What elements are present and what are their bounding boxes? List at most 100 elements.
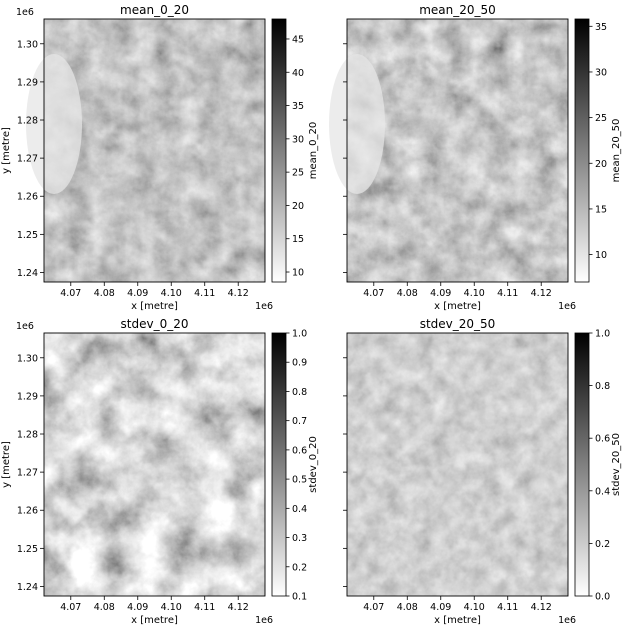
y-tick-label: 1.28 xyxy=(17,430,38,441)
y-tick-label: 1.30 xyxy=(17,39,38,50)
y-tick-label: 1.26 xyxy=(17,192,38,203)
y-tick-label: 1.24 xyxy=(17,268,38,279)
colorbar-tick-label: 1.0 xyxy=(292,329,307,340)
x-tick-label: 4.12 xyxy=(228,602,249,613)
colorbar-label: stdev_0_20 xyxy=(308,436,319,493)
colorbar-gradient xyxy=(271,332,287,597)
x-tick-label: 4.08 xyxy=(94,288,115,299)
colorbar-tick-label: 40 xyxy=(292,68,304,79)
colorbar-tick-label: 25 xyxy=(595,113,607,124)
colorbar-tick-label: 30 xyxy=(292,134,304,145)
axes-frame xyxy=(346,332,569,597)
x-tick-label: 4.07 xyxy=(363,602,384,613)
colorbar-tick-label: 15 xyxy=(292,234,304,245)
colorbar-tick-label: 0.7 xyxy=(292,416,307,427)
y-tick-label: 1.26 xyxy=(17,506,38,517)
x-tick-label: 4.12 xyxy=(531,288,552,299)
chart-title: stdev_0_20 xyxy=(121,317,189,331)
colorbar-tick-label: 20 xyxy=(292,201,304,212)
x-axis-label: x [metre] xyxy=(434,301,481,312)
x-tick-label: 4.10 xyxy=(464,288,485,299)
colorbar: 10 15 20 25 30 35 40 45 mean_0_20 xyxy=(271,18,319,283)
x-tick-label: 4.11 xyxy=(497,288,518,299)
panel-mean-0-20: mean_0_20 4.07 4.08 4.09 4.10 4.11 4.12 x [metr… xyxy=(1,3,319,312)
panel-mean-20-50: mean_20_50 4.07 4.08 4.09 4.10 4.11 4.12 x [met… xyxy=(329,3,622,312)
x-offset-label: 1e6 xyxy=(255,615,273,626)
chart-title: mean_20_50 xyxy=(419,3,496,17)
y-tick-label: 1.28 xyxy=(17,116,38,127)
x-tick-label: 4.09 xyxy=(430,288,451,299)
x-tick-label: 4.07 xyxy=(60,602,81,613)
colorbar-label: mean_20_50 xyxy=(611,119,622,183)
x-offset-label: 1e6 xyxy=(558,615,576,626)
x-tick-label: 4.07 xyxy=(60,288,81,299)
y-tick-label: 1.30 xyxy=(17,353,38,364)
colorbar-label: mean_0_20 xyxy=(308,122,319,179)
x-tick-label: 4.11 xyxy=(194,602,215,613)
colorbar-tick-label: 35 xyxy=(595,22,607,33)
colorbar-tick-label: 0.3 xyxy=(292,533,307,544)
colorbar-tick-label: 10 xyxy=(595,250,607,261)
colorbar-tick-label: 20 xyxy=(595,159,607,170)
x-tick-label: 4.12 xyxy=(228,288,249,299)
y-axis-label: y [metre] xyxy=(1,127,12,174)
colorbar-tick-label: 10 xyxy=(292,268,304,279)
panel-stdev-20-50: stdev_20_50 4.07 4.08 4.09 4.10 4.11 4.12 x [me… xyxy=(343,317,622,626)
x-tick-label: 4.10 xyxy=(464,602,485,613)
light-region xyxy=(329,54,385,194)
y-tick-label: 1.27 xyxy=(17,154,38,165)
y-axis-label: y [metre] xyxy=(1,441,12,488)
colorbar-tick-label: 0.2 xyxy=(595,539,610,550)
x-tick-label: 4.11 xyxy=(194,288,215,299)
x-tick-label: 4.10 xyxy=(161,602,182,613)
colorbar-gradient xyxy=(574,332,590,597)
colorbar-tick-label: 45 xyxy=(292,34,304,45)
axes-frame xyxy=(346,18,569,283)
x-tick-label: 4.07 xyxy=(363,288,384,299)
x-tick-label: 4.09 xyxy=(430,602,451,613)
colorbar-tick-label: 0.2 xyxy=(292,562,307,573)
colorbar-tick-label: 0.5 xyxy=(292,475,307,486)
colorbar-tick-label: 0.8 xyxy=(292,387,307,398)
raster-image xyxy=(347,19,568,282)
colorbar-tick-label: 35 xyxy=(292,101,304,112)
x-tick-label: 4.12 xyxy=(531,602,552,613)
raster-image xyxy=(347,333,568,596)
axes-frame xyxy=(43,332,266,597)
x-axis-label: x [metre] xyxy=(131,615,178,626)
x-offset-label: 1e6 xyxy=(255,301,273,312)
y-offset-label: 1e6 xyxy=(16,7,34,18)
colorbar-tick-label: 0.6 xyxy=(292,445,307,456)
colorbar-tick-label: 0.6 xyxy=(595,434,610,445)
colorbar-tick-label: 0.9 xyxy=(292,358,307,369)
colorbar-tick-label: 30 xyxy=(595,67,607,78)
x-axis-label: x [metre] xyxy=(131,301,178,312)
x-tick-label: 4.09 xyxy=(127,602,148,613)
x-tick-label: 4.09 xyxy=(127,288,148,299)
y-tick-label: 1.24 xyxy=(17,582,38,593)
chart-title: mean_0_20 xyxy=(120,3,189,17)
y-tick-label: 1.29 xyxy=(17,77,38,88)
x-tick-label: 4.08 xyxy=(397,288,418,299)
light-region xyxy=(26,54,82,194)
colorbar-gradient xyxy=(574,18,590,283)
colorbar-tick-label: 0.1 xyxy=(292,592,307,603)
y-tick-label: 1.29 xyxy=(17,391,38,402)
x-offset-label: 1e6 xyxy=(558,301,576,312)
x-tick-label: 4.08 xyxy=(397,602,418,613)
colorbar-tick-label: 0.8 xyxy=(595,381,610,392)
colorbar: 0.0 0.2 0.4 0.6 0.8 1.0 stdev_20_50 xyxy=(574,329,622,603)
colorbar-tick-label: 1.0 xyxy=(595,329,610,340)
colorbar-gradient xyxy=(271,18,287,283)
y-tick-label: 1.27 xyxy=(17,468,38,479)
y-tick-label: 1.25 xyxy=(17,544,38,555)
colorbar: 10 15 20 25 30 35 mean_20_50 xyxy=(574,18,622,283)
raster-image xyxy=(44,19,265,282)
y-offset-label: 1e6 xyxy=(16,321,34,332)
x-axis-label: x [metre] xyxy=(434,615,481,626)
x-tick-label: 4.10 xyxy=(161,288,182,299)
colorbar-tick-label: 25 xyxy=(292,168,304,179)
x-tick-label: 4.08 xyxy=(94,602,115,613)
panel-stdev-0-20: stdev_0_20 4.07 4.08 4.09 4.10 4.11 4.12 x [met… xyxy=(1,317,319,626)
